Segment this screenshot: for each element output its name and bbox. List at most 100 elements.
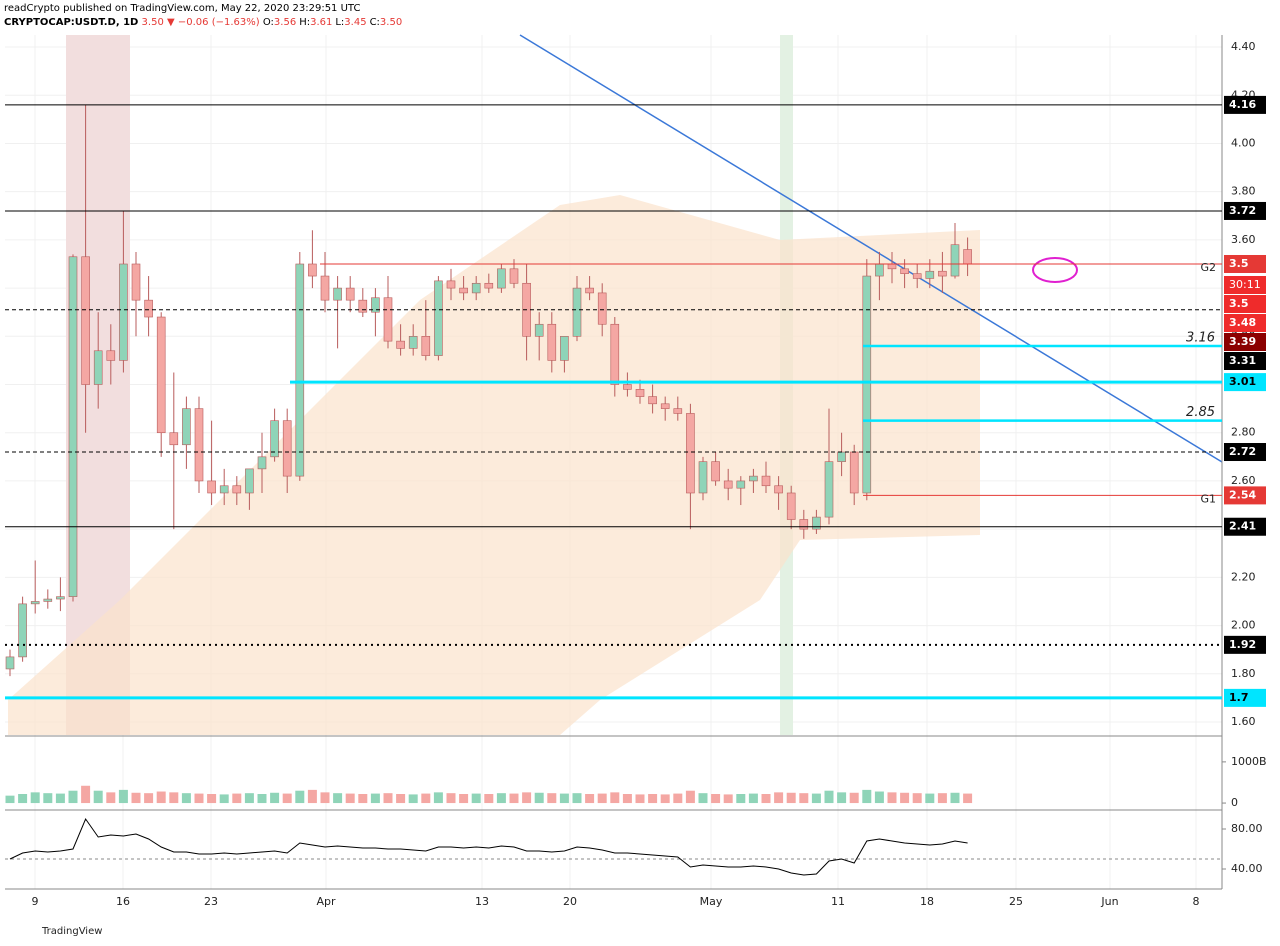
volume-bar bbox=[219, 794, 229, 804]
volume-bar bbox=[68, 790, 78, 804]
candle-body bbox=[849, 451, 859, 494]
x-tick-label: May bbox=[700, 895, 723, 908]
volume-bar bbox=[887, 792, 897, 804]
volume-bar bbox=[295, 790, 305, 804]
volume-bar bbox=[837, 792, 847, 804]
price-box-label: 2.41 bbox=[1229, 520, 1256, 533]
x-tick-label: 8 bbox=[1193, 895, 1200, 908]
price-box bbox=[1224, 352, 1266, 370]
candle-body bbox=[610, 323, 620, 385]
volume-bar bbox=[5, 795, 15, 804]
volume-bar bbox=[433, 792, 443, 804]
price-box bbox=[1224, 635, 1266, 654]
volume-bar bbox=[421, 793, 431, 804]
volume-bar bbox=[30, 792, 40, 804]
oscillator-line bbox=[9, 817, 968, 876]
candle-body bbox=[723, 480, 733, 489]
volume-bar bbox=[55, 793, 65, 804]
candle-body bbox=[673, 408, 683, 414]
candle-body bbox=[383, 297, 393, 342]
volume-bar bbox=[257, 794, 267, 804]
volume-bar bbox=[811, 793, 821, 804]
volume-bar bbox=[635, 794, 645, 804]
volume-bar bbox=[207, 794, 217, 804]
ohlc: O:3.56 H:3.61 L:3.45 C:3.50 bbox=[263, 17, 405, 28]
volume-bar bbox=[471, 793, 481, 804]
volume-bar bbox=[685, 790, 695, 804]
y-tick-label: 2.60 bbox=[1231, 474, 1256, 487]
volume-bar bbox=[81, 785, 91, 804]
volume-bar bbox=[950, 792, 960, 804]
x-tick-label: 16 bbox=[116, 895, 130, 908]
volume-bar bbox=[307, 789, 317, 804]
candle-body bbox=[358, 299, 368, 313]
volume-bar bbox=[270, 792, 280, 804]
volume-bar bbox=[383, 793, 393, 804]
volume-bar bbox=[547, 793, 557, 804]
candle-body bbox=[623, 384, 632, 390]
x-tick-label: 13 bbox=[475, 895, 489, 908]
price-box bbox=[1224, 314, 1266, 332]
candle-body bbox=[912, 273, 922, 279]
countdown-box bbox=[1224, 276, 1266, 294]
candle-body bbox=[270, 420, 279, 458]
candle-body bbox=[925, 270, 935, 279]
candle-body bbox=[774, 485, 783, 494]
y-tick-label: 1000B bbox=[1231, 755, 1267, 768]
candle-body bbox=[749, 475, 758, 482]
y-tick-label: 1.60 bbox=[1231, 715, 1256, 728]
volume-bar bbox=[912, 793, 922, 804]
candle-body bbox=[421, 336, 431, 356]
price-box bbox=[1224, 517, 1266, 536]
price-box bbox=[1224, 688, 1266, 707]
volume-bar bbox=[736, 794, 746, 804]
ohlc-value: 3.50 bbox=[379, 17, 403, 28]
price-box-label: 3.5 bbox=[1229, 257, 1249, 270]
candle-body bbox=[232, 485, 242, 494]
candle-body bbox=[560, 336, 569, 361]
candle-body bbox=[207, 480, 216, 494]
level-note: 2.85 bbox=[1186, 405, 1215, 420]
volume-bar bbox=[370, 793, 380, 804]
volume-bar bbox=[144, 793, 154, 804]
price-box-label: 1.92 bbox=[1229, 638, 1256, 651]
volume-bar bbox=[131, 792, 141, 804]
volume-bar bbox=[937, 793, 947, 804]
candle-body bbox=[799, 519, 809, 530]
publisher: readCrypto published on TradingView.com,… bbox=[4, 3, 361, 14]
candle-body bbox=[786, 492, 796, 520]
volume-bar bbox=[874, 791, 884, 804]
volume-bar bbox=[585, 794, 595, 804]
price-box bbox=[1224, 333, 1266, 351]
volume-bar bbox=[446, 793, 456, 804]
price-box-label: 2.54 bbox=[1229, 488, 1256, 501]
ohlc-key: H: bbox=[299, 17, 311, 28]
candle-body bbox=[119, 263, 128, 361]
y-tick-label: 4.40 bbox=[1231, 40, 1256, 53]
price-box bbox=[1224, 486, 1266, 505]
volume-bar bbox=[43, 793, 53, 804]
candle-body bbox=[887, 263, 897, 270]
price-box bbox=[1224, 95, 1266, 114]
volume-bar bbox=[244, 793, 254, 804]
candle-body bbox=[686, 413, 695, 494]
y-tick-label: 4.00 bbox=[1231, 136, 1256, 149]
volume-bar bbox=[408, 794, 418, 804]
price-box-label: 3.5 bbox=[1229, 297, 1249, 310]
x-tick-label: 23 bbox=[204, 895, 218, 908]
x-tick-label: Apr bbox=[316, 895, 336, 908]
volume-bar bbox=[18, 794, 28, 804]
price-box-label: 3.48 bbox=[1229, 316, 1256, 329]
volume-bar bbox=[534, 792, 544, 804]
volume-bar bbox=[660, 794, 670, 804]
candle-body bbox=[18, 603, 27, 658]
volume-bar bbox=[622, 794, 632, 804]
volume-bar bbox=[232, 793, 242, 804]
symbol-bar: CRYPTOCAP:USDT.D, 1D 3.50 ▼ −0.06 (−1.63… bbox=[4, 17, 405, 28]
candle-body bbox=[497, 268, 506, 289]
candle-body bbox=[484, 282, 494, 289]
x-tick-label: 25 bbox=[1009, 895, 1023, 908]
candle-body bbox=[875, 263, 884, 277]
volume-bar bbox=[559, 793, 569, 804]
